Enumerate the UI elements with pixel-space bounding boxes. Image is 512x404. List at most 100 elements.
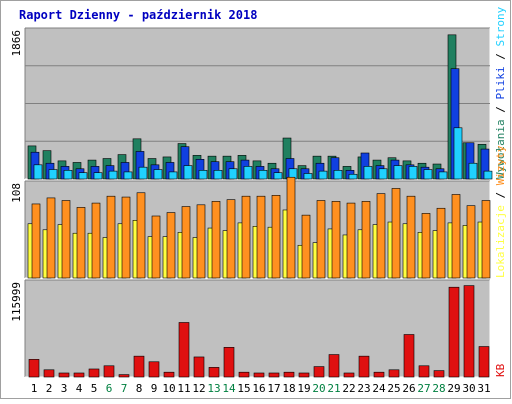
bar-kb-day-25 xyxy=(388,369,400,378)
bars xyxy=(27,176,491,279)
bar-kb-day-31 xyxy=(478,346,490,378)
bar-strony-day-23 xyxy=(363,166,373,180)
bar-wizyty-day-14 xyxy=(226,199,236,279)
x-label-day-7: 7 xyxy=(121,382,128,395)
y-max-label: 108 xyxy=(10,183,23,203)
bar-wizyty-day-26 xyxy=(406,195,416,279)
legend: Lokalizacje / Wizyty xyxy=(494,145,507,278)
legend-text: KB xyxy=(494,363,507,377)
bar-wizyty-day-16 xyxy=(256,195,266,279)
bar-strony-day-14 xyxy=(228,168,238,180)
bar-strony-day-15 xyxy=(243,166,253,180)
legend-item: Wizyty xyxy=(494,145,507,185)
bar-kb-day-6 xyxy=(103,365,115,378)
bar-strony-day-19 xyxy=(303,173,313,180)
bar-strony-day-4 xyxy=(78,172,88,180)
x-label-day-4: 4 xyxy=(76,382,83,395)
bar-strony-day-5 xyxy=(93,172,103,180)
bar-wizyty-day-10 xyxy=(166,212,176,279)
bar-kb-day-20 xyxy=(313,366,325,378)
bar-strony-day-8 xyxy=(138,166,148,180)
x-label-day-3: 3 xyxy=(61,382,68,395)
bar-strony-day-2 xyxy=(48,169,58,180)
bar-wizyty-day-7 xyxy=(121,196,131,279)
bar-strony-day-26 xyxy=(408,166,418,180)
bar-wizyty-day-21 xyxy=(331,201,341,279)
bar-kb-day-27 xyxy=(418,365,430,378)
x-label-day-11: 11 xyxy=(177,382,190,395)
x-label-day-23: 23 xyxy=(357,382,370,395)
bar-strony-day-11 xyxy=(183,165,193,180)
bar-wizyty-day-11 xyxy=(181,206,191,279)
bar-wizyty-day-27 xyxy=(421,213,431,279)
legend-item: Pliki xyxy=(494,66,507,99)
bar-strony-day-10 xyxy=(168,171,178,180)
bar-wizyty-day-1 xyxy=(31,203,41,279)
x-label-day-12: 12 xyxy=(192,382,205,395)
x-label-day-16: 16 xyxy=(252,382,265,395)
bar-wizyty-day-19 xyxy=(301,214,311,279)
x-label-day-17: 17 xyxy=(267,382,280,395)
x-label-day-27: 27 xyxy=(417,382,430,395)
bar-kb-day-7 xyxy=(118,374,130,378)
legend-item: / xyxy=(494,185,507,205)
x-label-day-28: 28 xyxy=(432,382,445,395)
bar-strony-day-13 xyxy=(213,170,223,180)
bar-kb-day-1 xyxy=(28,359,40,378)
x-label-day-5: 5 xyxy=(91,382,98,395)
x-label-day-9: 9 xyxy=(151,382,158,395)
x-label-day-29: 29 xyxy=(447,382,460,395)
x-label-day-22: 22 xyxy=(342,382,355,395)
legend: Wywołania / Pliki / Strony xyxy=(494,6,507,179)
x-label-day-6: 6 xyxy=(106,382,113,395)
bar-strony-day-30 xyxy=(468,162,478,180)
bar-wizyty-day-9 xyxy=(151,215,161,279)
bar-wizyty-day-4 xyxy=(76,207,86,279)
bar-strony-day-29 xyxy=(453,127,463,180)
x-label-day-1: 1 xyxy=(31,382,38,395)
bar-kb-day-26 xyxy=(403,334,415,378)
x-label-day-13: 13 xyxy=(207,382,220,395)
bar-kb-day-28 xyxy=(433,370,445,378)
bar-strony-day-1 xyxy=(33,164,43,180)
legend-item: Wywołania xyxy=(494,119,507,179)
bar-wizyty-day-15 xyxy=(241,195,251,279)
bar-kb-day-13 xyxy=(208,367,220,378)
bar-kb-day-23 xyxy=(358,355,370,378)
bar-kb-day-19 xyxy=(298,372,310,378)
bar-wizyty-day-20 xyxy=(316,200,326,279)
bar-strony-day-22 xyxy=(348,173,358,180)
x-label-day-14: 14 xyxy=(222,382,236,395)
bar-strony-day-6 xyxy=(108,170,118,180)
bar-strony-day-7 xyxy=(123,171,133,180)
x-label-day-30: 30 xyxy=(462,382,475,395)
bar-kb-day-30 xyxy=(463,285,475,378)
bar-kb-day-16 xyxy=(253,372,265,378)
bar-strony-day-12 xyxy=(198,170,208,180)
x-label-day-20: 20 xyxy=(312,382,325,395)
bar-kb-day-17 xyxy=(268,372,280,378)
x-label-day-2: 2 xyxy=(46,382,53,395)
legend-item: / xyxy=(494,47,507,67)
x-label-day-18: 18 xyxy=(282,382,295,395)
bar-wizyty-day-13 xyxy=(211,201,221,279)
bar-kb-day-3 xyxy=(58,372,70,378)
panel-2: 108 Lokalizacje / Wizyty xyxy=(10,145,507,279)
bar-kb-day-5 xyxy=(88,368,100,378)
x-label-day-8: 8 xyxy=(136,382,143,395)
bar-wizyty-day-30 xyxy=(466,205,476,279)
bar-wizyty-day-31 xyxy=(481,200,491,279)
bar-wizyty-day-2 xyxy=(46,197,56,279)
panel-background xyxy=(25,280,490,377)
bar-wizyty-day-6 xyxy=(106,195,116,279)
legend-text: Wywołania / Pliki / Strony xyxy=(494,6,507,179)
bar-wizyty-day-23 xyxy=(361,201,371,279)
bar-wizyty-day-8 xyxy=(136,192,146,279)
y-max-label: 115999 xyxy=(10,282,23,322)
bar-kb-day-2 xyxy=(43,369,55,378)
x-label-day-21: 21 xyxy=(327,382,340,395)
bar-wizyty-day-12 xyxy=(196,204,206,279)
bar-kb-day-8 xyxy=(133,355,145,378)
